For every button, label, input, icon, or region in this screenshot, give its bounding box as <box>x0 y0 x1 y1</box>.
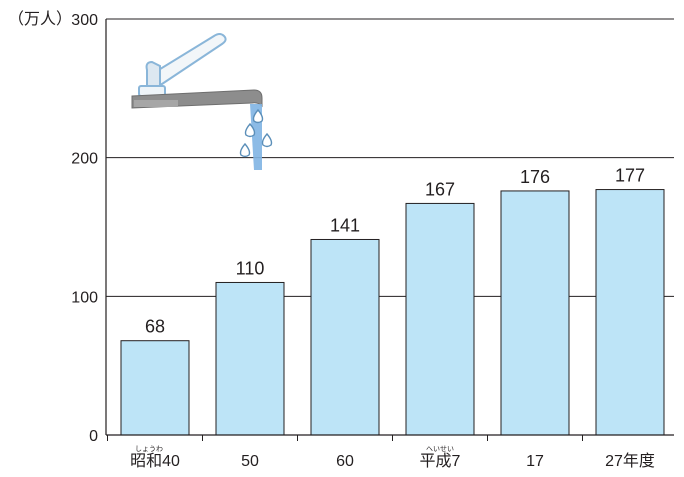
axes <box>105 19 674 441</box>
y-axis-label: （万人） <box>8 10 72 28</box>
x-tick-label: 昭和40 <box>130 452 180 470</box>
x-tick-label: 27年度 <box>605 452 655 470</box>
bar <box>310 238 380 436</box>
y-tick-label: 0 <box>89 428 98 445</box>
bars <box>120 189 665 436</box>
x-tick-ruby: へいせい <box>426 445 454 453</box>
bar <box>595 189 665 436</box>
data-label: 68 <box>145 317 165 337</box>
y-tick-label: 300 <box>71 12 98 29</box>
x-tick-label: 50 <box>241 453 259 470</box>
bar <box>405 202 475 436</box>
data-labels: 68 110 141 167 176 177 <box>145 166 645 337</box>
bar <box>215 281 285 436</box>
x-tick-ruby: しょうわ <box>135 445 163 453</box>
water-faucet-icon <box>131 33 273 170</box>
data-label: 167 <box>425 179 455 199</box>
y-tick-label: 200 <box>71 151 98 168</box>
y-tick-label: 100 <box>71 289 98 306</box>
bar <box>120 340 190 436</box>
gridlines <box>106 18 674 297</box>
x-tick-label: 17 <box>526 453 544 470</box>
x-tick-label: 60 <box>336 453 354 470</box>
data-label: 177 <box>615 166 645 186</box>
data-label: 110 <box>236 258 265 278</box>
data-label: 141 <box>330 215 360 235</box>
x-tick-label: 平成7 <box>420 452 461 470</box>
y-tick-labels: 0 100 200 300 <box>71 12 98 445</box>
data-label: 176 <box>520 167 550 187</box>
bar <box>500 190 570 436</box>
